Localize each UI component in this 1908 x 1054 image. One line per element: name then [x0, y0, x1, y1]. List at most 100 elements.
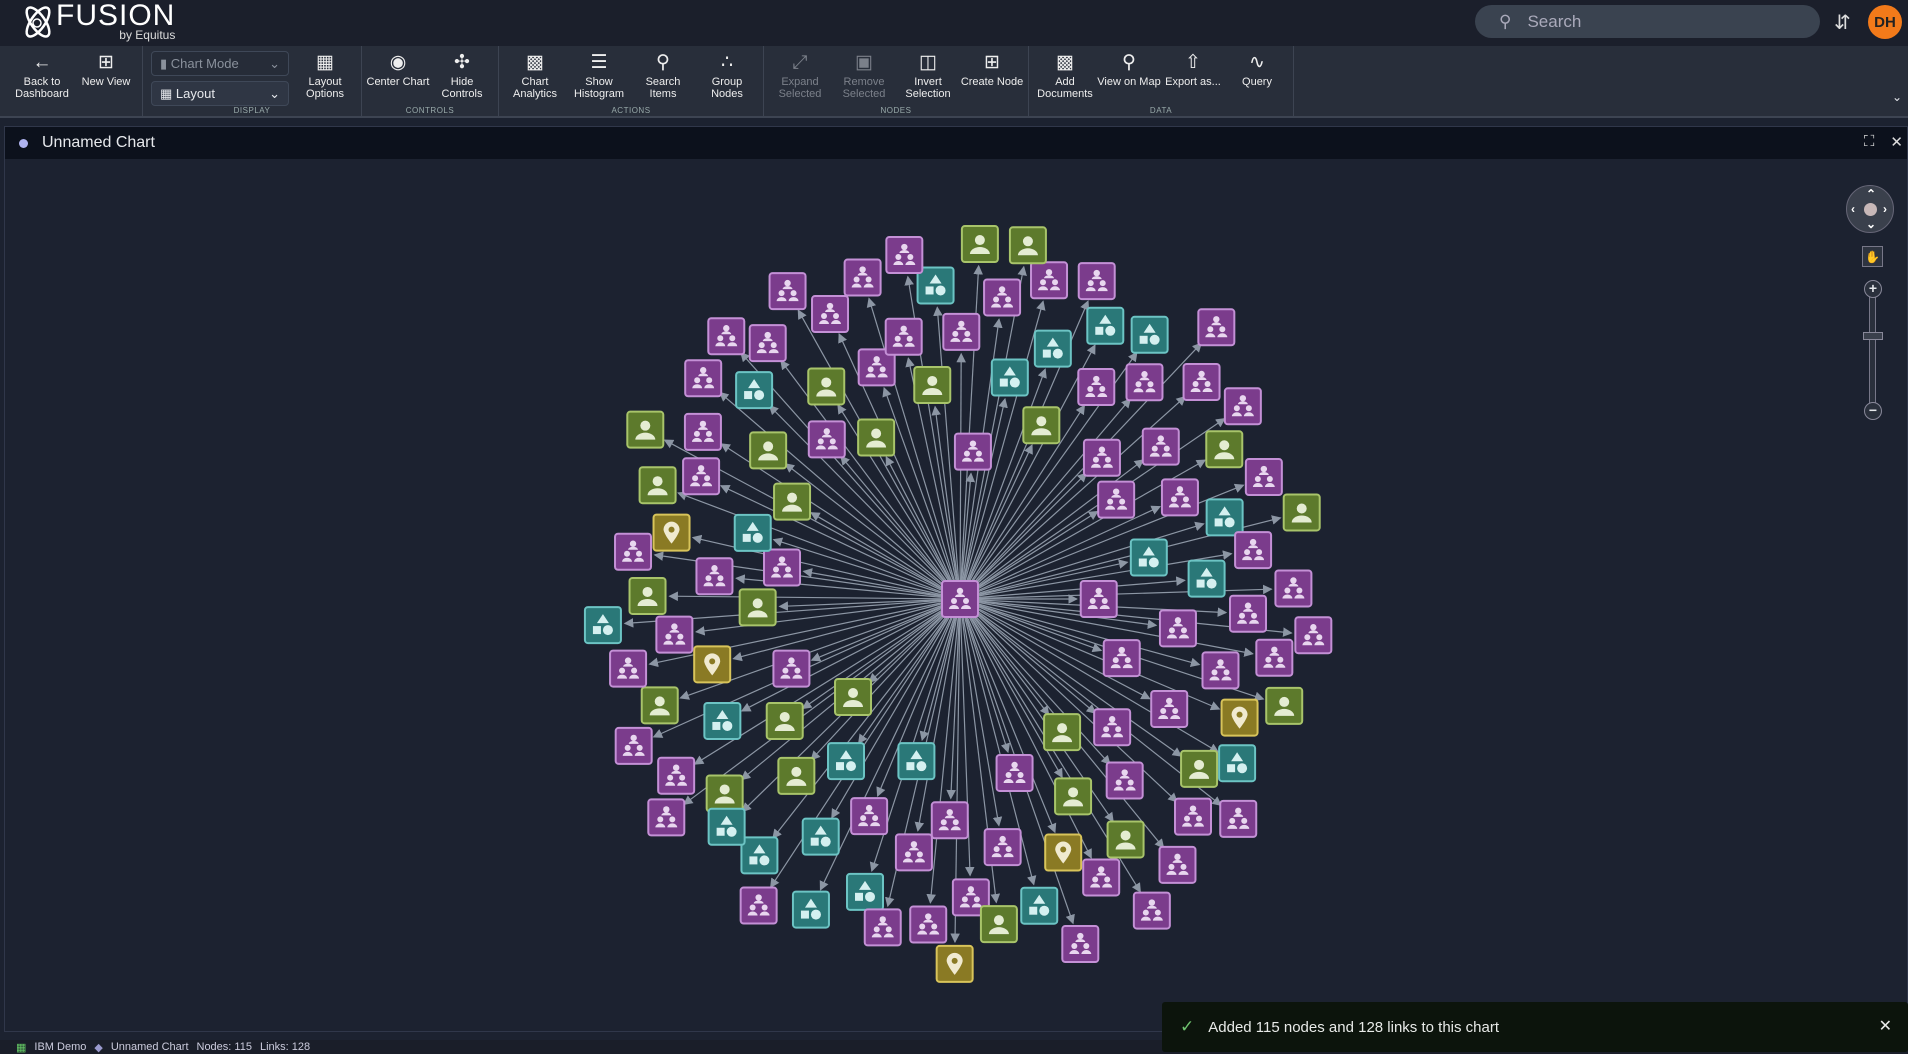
location-node[interactable]: [652, 513, 691, 552]
organization-node[interactable]: [1234, 531, 1273, 570]
pan-right-icon[interactable]: ›: [1883, 202, 1887, 216]
organization-node[interactable]: [1158, 845, 1197, 884]
pan-left-icon[interactable]: ‹: [1851, 202, 1855, 216]
group-node[interactable]: [791, 890, 830, 929]
link[interactable]: [959, 397, 1008, 600]
organization-node[interactable]: [1174, 797, 1213, 836]
group-node[interactable]: [733, 513, 772, 552]
link[interactable]: [772, 598, 961, 840]
organization-node[interactable]: [647, 798, 686, 837]
organization-node[interactable]: [1141, 427, 1180, 466]
link[interactable]: [810, 598, 961, 761]
group-node[interactable]: [1130, 315, 1169, 354]
link[interactable]: [959, 598, 1011, 754]
network-graph[interactable]: [5, 159, 1907, 1031]
person-node[interactable]: [1008, 226, 1047, 265]
link[interactable]: [876, 598, 961, 797]
group-node[interactable]: [1129, 538, 1168, 577]
organization-node[interactable]: [1102, 639, 1141, 678]
organization-node[interactable]: [1082, 438, 1121, 477]
organization-node[interactable]: [1082, 858, 1121, 897]
group-node[interactable]: [703, 701, 742, 740]
person-node[interactable]: [640, 686, 679, 725]
person-node[interactable]: [626, 410, 665, 449]
show-histogram-button[interactable]: ☰ Show Histogram: [567, 46, 631, 116]
zoom-in-icon[interactable]: +: [1864, 280, 1882, 298]
layout-options-button[interactable]: ▦ Layout Options: [293, 46, 357, 116]
organization-node[interactable]: [657, 756, 696, 795]
link[interactable]: [946, 598, 961, 800]
organization-node[interactable]: [1158, 609, 1197, 648]
organization-node[interactable]: [807, 420, 846, 459]
link[interactable]: [959, 598, 1158, 630]
location-node[interactable]: [1220, 698, 1259, 737]
link[interactable]: [959, 598, 1003, 827]
group-node[interactable]: [735, 371, 774, 410]
organization-node[interactable]: [1223, 387, 1262, 426]
link[interactable]: [914, 598, 961, 832]
link[interactable]: [718, 391, 961, 600]
pan-control[interactable]: ⌃ ⌄ ‹ ›: [1846, 185, 1894, 233]
organization-node[interactable]: [863, 908, 902, 947]
link[interactable]: [885, 455, 961, 600]
link[interactable]: [778, 598, 961, 611]
center-chart-button[interactable]: ◉ Center Chart: [366, 46, 430, 116]
person-node[interactable]: [628, 576, 667, 615]
organization-node[interactable]: [1150, 689, 1189, 728]
group-node[interactable]: [740, 836, 779, 875]
person-node[interactable]: [1106, 820, 1145, 859]
workspace-name[interactable]: IBM Demo: [34, 1041, 87, 1053]
link[interactable]: [926, 598, 961, 904]
person-node[interactable]: [638, 466, 677, 505]
link[interactable]: [919, 598, 961, 742]
organization-node[interactable]: [894, 833, 933, 872]
group-node[interactable]: [583, 606, 622, 645]
link[interactable]: [784, 463, 961, 600]
person-node[interactable]: [857, 418, 896, 457]
link[interactable]: [801, 598, 961, 710]
organization-node[interactable]: [683, 412, 722, 451]
person-node[interactable]: [913, 365, 952, 404]
group-node[interactable]: [1086, 306, 1125, 345]
organization-node[interactable]: [609, 649, 648, 688]
organization-node[interactable]: [1294, 616, 1333, 655]
person-node[interactable]: [960, 225, 999, 264]
link[interactable]: [819, 598, 961, 891]
organization-node[interactable]: [1097, 480, 1136, 519]
person-node[interactable]: [1054, 777, 1093, 816]
person-node[interactable]: [834, 678, 873, 717]
organization-node[interactable]: [1201, 651, 1240, 690]
group-node[interactable]: [1218, 744, 1257, 783]
group-nodes-button[interactable]: ∴ Group Nodes: [695, 46, 759, 116]
organization-node[interactable]: [930, 801, 969, 840]
link[interactable]: [732, 598, 961, 662]
group-node[interactable]: [897, 742, 936, 781]
link[interactable]: [959, 505, 1162, 600]
query-button[interactable]: ∿ Query: [1225, 46, 1289, 116]
link[interactable]: [959, 368, 1047, 600]
link[interactable]: [959, 472, 1088, 600]
search-items-button[interactable]: ⚲ Search Items: [631, 46, 695, 116]
avatar[interactable]: DH: [1868, 5, 1902, 39]
person-node[interactable]: [738, 588, 777, 627]
organization-node[interactable]: [995, 753, 1034, 792]
organization-node[interactable]: [1219, 799, 1258, 838]
group-node[interactable]: [707, 807, 746, 846]
link[interactable]: [933, 306, 961, 600]
link[interactable]: [959, 598, 1103, 653]
group-node[interactable]: [916, 266, 955, 305]
organization-node[interactable]: [1182, 363, 1221, 402]
link[interactable]: [959, 598, 1183, 757]
link[interactable]: [959, 398, 1132, 600]
group-node[interactable]: [1205, 498, 1244, 537]
person-node[interactable]: [1265, 686, 1304, 725]
organization-node[interactable]: [1160, 478, 1199, 517]
organization-node[interactable]: [748, 324, 787, 363]
pan-center[interactable]: [1864, 203, 1877, 216]
person-node[interactable]: [773, 482, 812, 521]
group-node[interactable]: [1033, 329, 1072, 368]
link[interactable]: [882, 386, 961, 600]
group-node[interactable]: [1187, 559, 1226, 598]
link[interactable]: [959, 444, 1033, 600]
organization-node[interactable]: [707, 317, 746, 356]
